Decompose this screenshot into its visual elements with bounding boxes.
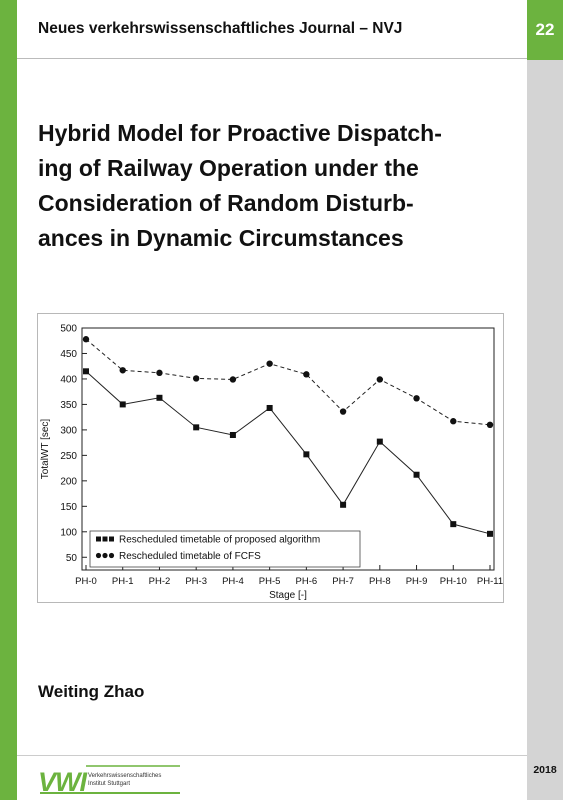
data-point-square	[119, 401, 126, 408]
y-tick-label: 450	[60, 349, 77, 360]
cover-chart: 50 100 150 200 250 300 350 400 450 500 PH-0 PH-1 PH…	[37, 313, 504, 603]
data-point-circle	[192, 375, 200, 382]
y-tick-label: 150	[60, 502, 77, 513]
publication-year: 2018	[533, 764, 557, 776]
green-spine-band	[0, 0, 17, 800]
data-point-square	[487, 530, 493, 537]
data-point-square	[229, 431, 236, 438]
series-line-1	[85, 370, 491, 535]
data-point-circle	[266, 360, 273, 367]
y-tick-label: 300	[60, 425, 77, 436]
book-title-line-4: ances in Dynamic Circumstances	[38, 225, 404, 251]
data-point-circle	[82, 336, 90, 343]
x-tick-label: PH-4	[222, 576, 244, 587]
x-tick-label: PH-7	[332, 576, 354, 587]
legend: Rescheduled timetable of proposed algori…	[89, 530, 361, 568]
legend-marker-squares	[96, 536, 114, 542]
data-point-circle	[229, 376, 237, 383]
x-tick-label: PH-8	[369, 576, 391, 587]
data-point-square	[450, 521, 457, 528]
data-point-square	[376, 438, 383, 445]
data-point-square	[303, 451, 310, 458]
x-axis-label: Stage [-]	[269, 590, 307, 601]
x-tick-label: PH-6	[296, 576, 318, 587]
data-point-circle	[413, 395, 420, 402]
x-tick-label: PH-11	[477, 576, 503, 587]
logo-wordmark: VWI	[38, 767, 87, 797]
y-tick-label: 100	[60, 527, 77, 538]
volume-number: 22	[527, 0, 563, 60]
legend-label-fcfs: Rescheduled timetable of FCFS	[119, 551, 261, 562]
header-divider	[17, 58, 527, 59]
y-tick-label: 200	[60, 476, 77, 487]
x-tick-label: PH-5	[259, 576, 281, 587]
author-name: Weiting Zhao	[38, 682, 145, 701]
x-tick-label: PH-0	[75, 576, 97, 587]
publisher-name-line-1: Verkehrswissenschaftliches	[88, 773, 161, 779]
data-point-square	[266, 404, 273, 411]
book-title-line-3: Consideration of Random Disturb-	[38, 190, 414, 216]
series-line-2	[85, 338, 491, 426]
vwi-logo: VWI Verkehrswissenschaftliches Institut …	[38, 765, 180, 797]
data-point-circle	[119, 367, 126, 374]
data-point-circle	[156, 369, 163, 377]
data-point-circle	[303, 371, 310, 378]
y-tick-label: 400	[60, 374, 77, 385]
book-title: Hybrid Model for Proactive Dispatch- ing…	[38, 116, 518, 256]
data-point-square	[413, 471, 420, 478]
x-tick-label: PH-3	[185, 576, 207, 587]
y-tick-label: 250	[60, 451, 77, 462]
x-tick-label: PH-10	[440, 576, 467, 587]
book-title-line-1: Hybrid Model for Proactive Dispatch-	[38, 120, 442, 146]
y-tick-label: 350	[60, 400, 77, 411]
gray-side-strip	[527, 60, 563, 800]
series-title: Neues verkehrswissenschaftliches Journal…	[38, 20, 403, 37]
data-point-square	[83, 368, 89, 375]
data-point-circle	[376, 376, 384, 383]
footer-divider	[17, 755, 527, 756]
legend-marker-circles	[95, 552, 115, 559]
y-axis-label: TotalWT [sec]	[40, 419, 51, 480]
y-tick-label: 500	[60, 324, 77, 335]
publisher-name-line-2: Institut Stuttgart	[88, 781, 130, 787]
x-tick-label: PH-9	[406, 576, 428, 587]
plot-area	[81, 327, 495, 571]
data-point-circle	[339, 408, 347, 415]
x-tick-label: PH-1	[112, 576, 134, 587]
data-point-circle	[450, 418, 457, 425]
y-tick-label: 50	[66, 553, 78, 564]
data-point-square	[156, 394, 163, 401]
x-tick-label: PH-2	[149, 576, 171, 587]
legend-label-proposed: Rescheduled timetable of proposed algori…	[119, 535, 320, 546]
data-point-square	[340, 501, 347, 508]
data-point-square	[193, 424, 200, 431]
data-point-circle	[486, 421, 494, 428]
book-title-line-2: ing of Railway Operation under the	[38, 155, 419, 181]
legend-box	[89, 530, 361, 568]
